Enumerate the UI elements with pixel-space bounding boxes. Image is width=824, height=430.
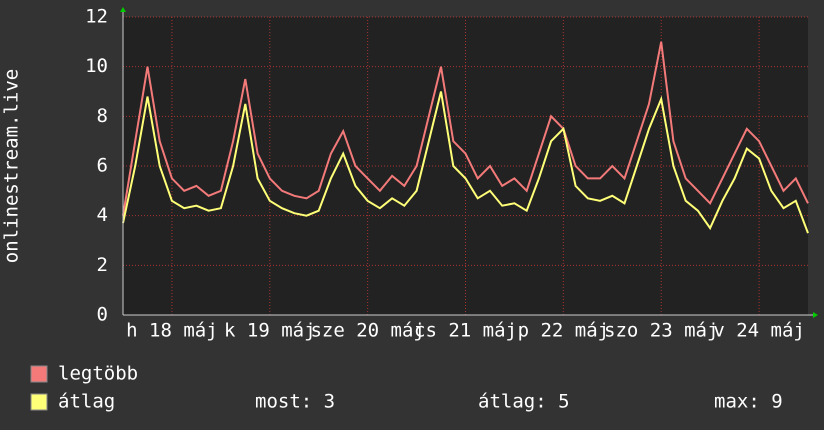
y-tick-label: 0 (97, 304, 108, 326)
axis-arrow (813, 312, 818, 318)
y-tick-label: 10 (85, 55, 108, 77)
y-tick-label: 12 (85, 6, 108, 28)
y-tick-label: 2 (97, 254, 108, 276)
legend: legtöbb átlag most: 3 átlag: 5 max: 9 (30, 363, 783, 413)
x-tick-label: h 18 máj (126, 320, 218, 342)
x-tick-label: p 22 máj (518, 320, 610, 342)
y-tick-label: 8 (97, 105, 108, 127)
legend-stat: max: 9 (714, 391, 783, 413)
lines (122, 41, 809, 234)
series-line (122, 91, 809, 234)
x-tick-label: v 24 máj (713, 320, 805, 342)
x-tick-label: szo 23 máj (604, 320, 718, 342)
legend-stat: most: 3 (255, 391, 335, 413)
y-tick-label: 4 (97, 204, 108, 226)
axis-arrow (120, 7, 126, 12)
legend-label: legtöbb (58, 363, 138, 385)
y-tick-label: 6 (97, 155, 108, 177)
series-line (122, 41, 809, 216)
legend-swatch (30, 393, 48, 411)
legend-swatch (30, 365, 48, 383)
x-tick-label: k 19 máj (224, 320, 316, 342)
y-axis-title: onlinestream.live (1, 69, 23, 263)
x-tick-label: cs 21 máj (414, 320, 517, 342)
legend-stat: átlag: 5 (478, 391, 570, 413)
legend-label: átlag (58, 391, 115, 413)
x-tick-label: sze 20 máj (310, 320, 424, 342)
